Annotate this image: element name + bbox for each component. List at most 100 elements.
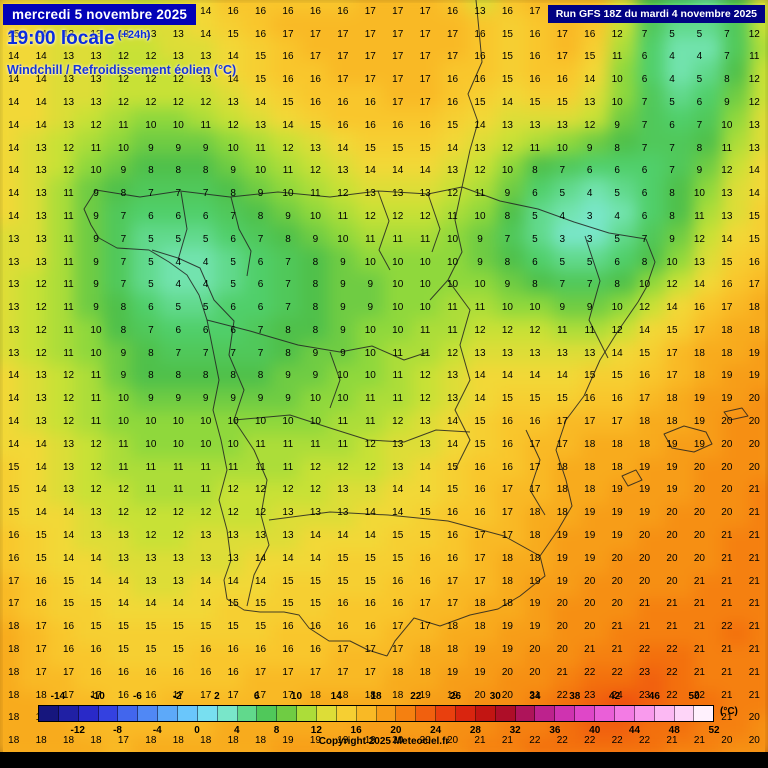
grid-value: 5 (148, 279, 154, 291)
grid-value: 14 (748, 165, 760, 177)
grid-value: 16 (392, 598, 404, 610)
grid-cell (721, 574, 750, 599)
grid-cell (0, 528, 19, 552)
grid-cell (271, 645, 300, 669)
grid-value: 20 (748, 416, 760, 428)
grid-cell (186, 83, 216, 107)
grid-cell (665, 153, 694, 178)
grid-value: 6 (641, 165, 648, 177)
grid-value: 11 (173, 461, 184, 473)
grid-value: 10 (337, 393, 349, 405)
grid-value: 13 (172, 28, 184, 40)
grid-value: 7 (257, 233, 264, 245)
grid-cell (496, 668, 525, 692)
grid-value: 17 (419, 74, 431, 86)
grid-cell (102, 574, 131, 599)
grid-cell (383, 177, 413, 201)
grid-value: 11 (584, 324, 595, 336)
grid-value: 11 (749, 51, 760, 63)
grid-cell (721, 691, 750, 716)
grid-value: 18 (556, 461, 568, 473)
grid-cell (299, 13, 328, 37)
grid-value: 8 (614, 279, 620, 291)
grid-cell (18, 247, 47, 271)
grid-value: 15 (254, 598, 267, 610)
grid-cell (580, 528, 610, 552)
grid-value: 16 (35, 598, 47, 610)
grid-value: 17 (748, 279, 760, 291)
grid-cell (665, 294, 694, 318)
grid-value: 5 (559, 256, 566, 268)
grid-value: 13 (392, 188, 404, 200)
grid-value: 9 (312, 233, 319, 245)
grid-cell (524, 387, 553, 412)
grid-value: 15 (254, 74, 267, 86)
grid-value: 17 (611, 416, 623, 428)
grid-cell (637, 130, 666, 154)
grid-cell (580, 106, 610, 131)
grid-value: 13 (8, 279, 20, 291)
grid-cell (496, 621, 525, 646)
grid-cell (327, 0, 356, 14)
grid-cell (243, 130, 272, 154)
grid-value: 7 (504, 233, 511, 245)
grid-cell (355, 621, 384, 646)
grid-value: 9 (340, 324, 346, 336)
grid-value: 10 (392, 279, 404, 291)
grid-value: 11 (282, 165, 294, 177)
grid-value: 20 (584, 575, 596, 587)
grid-value: 16 (200, 643, 212, 655)
grid-value: 16 (693, 302, 705, 314)
grid-value: 20 (611, 598, 623, 610)
grid-value: 9 (586, 302, 593, 314)
grid-value: 8 (202, 165, 209, 177)
grid-cell (468, 36, 497, 61)
grid-value: 13 (337, 484, 349, 496)
grid-cell (609, 387, 638, 412)
legend-tick-label: 44 (628, 725, 641, 736)
grid-value: 20 (638, 552, 651, 564)
grid-cell (468, 551, 497, 575)
grid-value: 9 (312, 347, 319, 359)
grid-value: 8 (148, 347, 154, 359)
grid-value: 11 (419, 233, 431, 245)
grid-value: 11 (90, 416, 102, 428)
grid-value: 8 (230, 370, 236, 382)
grid-value: 11 (90, 370, 102, 382)
grid-value: 12 (584, 119, 596, 131)
grid-cell (18, 223, 47, 248)
grid-cell (271, 598, 300, 622)
legend-segment (634, 706, 655, 721)
grid-cell (243, 645, 272, 669)
grid-value: 18 (392, 666, 404, 678)
grid-value: 18 (8, 666, 20, 678)
grid-value: 12 (638, 302, 651, 314)
grid-cell (0, 247, 19, 271)
grid-cell (46, 317, 75, 341)
grid-value: 17 (446, 51, 459, 63)
grid-cell (440, 294, 469, 318)
grid-cell (102, 481, 131, 505)
grid-cell (637, 645, 666, 669)
grid-cell (496, 574, 525, 599)
grid-cell (74, 83, 103, 107)
grid-cell (524, 364, 553, 388)
grid-value: 8 (669, 210, 675, 222)
grid-value: 14 (8, 119, 20, 131)
grid-cell (327, 83, 356, 107)
grid-value: 17 (364, 28, 376, 40)
grid-value: 17 (721, 302, 733, 314)
grid-cell (271, 457, 300, 482)
grid-cell (749, 130, 768, 154)
grid-value: 8 (504, 256, 511, 268)
grid-value: 20 (556, 621, 568, 633)
grid-cell (665, 668, 694, 692)
grid-value: 19 (721, 393, 733, 405)
grid-cell (383, 574, 413, 599)
grid-cell (46, 621, 75, 646)
grid-value: 8 (641, 256, 648, 268)
grid-cell (186, 294, 216, 318)
grid-cell (693, 621, 722, 646)
grid-value: 7 (175, 188, 182, 200)
